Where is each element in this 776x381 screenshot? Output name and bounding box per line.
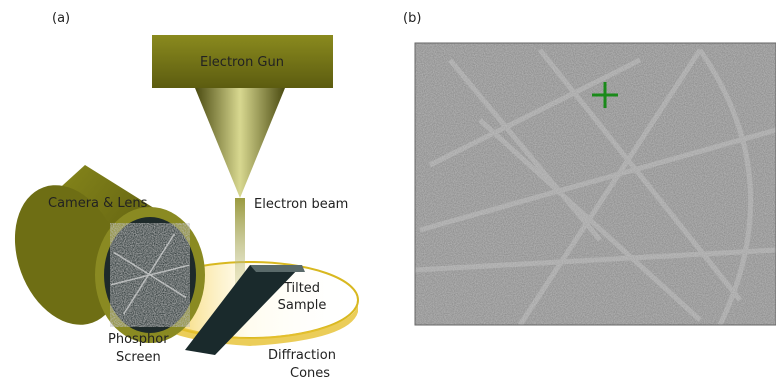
- screen-label: Screen: [116, 350, 161, 365]
- cones-label: Diffraction: [268, 348, 336, 363]
- sample-edge: [250, 265, 305, 272]
- electron-gun-label: Electron Gun: [200, 55, 284, 70]
- figure: (a) (b) Electron Gun Electron beam Camer…: [0, 0, 776, 381]
- pattern-image: [415, 43, 776, 325]
- sample-label: Tilted: [283, 281, 320, 296]
- panel-label: (b): [403, 11, 421, 26]
- electron-beam-label: Electron beam: [254, 197, 348, 212]
- sample-label: Sample: [278, 298, 327, 313]
- cones-label: Cones: [290, 366, 330, 381]
- panel-label: (a): [52, 11, 70, 26]
- camera-label: Camera & Lens: [48, 196, 148, 211]
- screen-label: Phosphor: [108, 332, 169, 347]
- beam-cone: [195, 88, 285, 198]
